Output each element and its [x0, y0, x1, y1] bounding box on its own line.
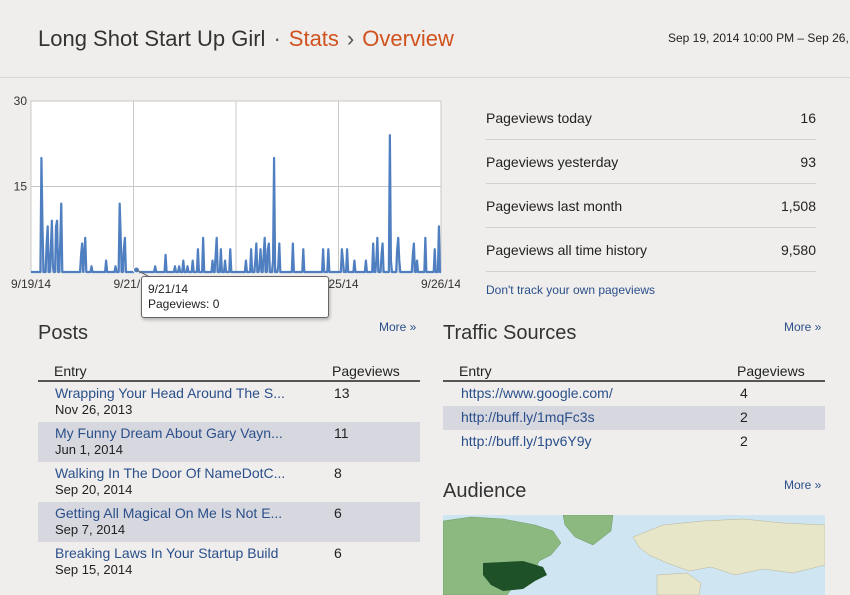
traffic-source-link[interactable]: http://buff.ly/1pv6Y9y	[461, 433, 592, 449]
pageview-stats: Pageviews today 16 Pageviews yesterday 9…	[486, 96, 816, 297]
posts-table-header: Entry Pageviews	[38, 360, 420, 382]
col-pageviews: Pageviews	[332, 363, 400, 379]
stat-value: 16	[800, 110, 816, 126]
tooltip-date: 9/21/14	[148, 282, 189, 296]
map-europe-asia	[632, 518, 825, 576]
stat-row-today: Pageviews today 16	[486, 96, 816, 140]
stat-row-last-month: Pageviews last month 1,508	[486, 184, 816, 228]
date-range: Sep 19, 2014 10:00 PM – Sep 26,	[668, 31, 849, 45]
stat-label: Pageviews last month	[486, 198, 623, 214]
table-row: Walking In The Door Of NameDotC... Sep 2…	[38, 462, 420, 502]
chart-y-tick-label: 15	[14, 180, 28, 194]
post-pageviews: 6	[334, 505, 342, 521]
chart-tooltip-pointer	[136, 269, 149, 277]
audience-world-map[interactable]	[443, 515, 825, 595]
dont-track-link[interactable]: Don't track your own pageviews	[486, 283, 656, 297]
breadcrumb-overview[interactable]: Overview	[362, 26, 454, 51]
table-row: Breaking Laws In Your Startup Build Sep …	[38, 542, 420, 582]
post-date: Sep 7, 2014	[55, 522, 126, 537]
chart-y-tick-label: 30	[14, 94, 28, 108]
map-north-america	[443, 516, 562, 595]
stat-label: Pageviews all time history	[486, 242, 648, 258]
table-row: Wrapping Your Head Around The S... Nov 2…	[38, 382, 420, 422]
post-date: Sep 15, 2014	[55, 562, 133, 577]
post-pageviews: 8	[334, 465, 342, 481]
traffic-table: Entry Pageviews https://www.google.com/ …	[443, 360, 825, 454]
map-usa	[483, 561, 547, 591]
posts-table: Entry Pageviews Wrapping Your Head Aroun…	[38, 360, 420, 582]
breadcrumb: Long Shot Start Up Girl · Stats › Overview	[38, 26, 454, 52]
breadcrumb-arrow: ›	[346, 26, 355, 51]
table-row: http://buff.ly/1pv6Y9y 2	[443, 430, 825, 454]
stat-row-yesterday: Pageviews yesterday 93	[486, 140, 816, 184]
post-link[interactable]: Wrapping Your Head Around The S...	[55, 385, 285, 401]
traffic-source-link[interactable]: https://www.google.com/	[461, 385, 613, 401]
chart-series-line	[30, 134, 442, 274]
traffic-source-link[interactable]: http://buff.ly/1mqFc3s	[461, 409, 595, 425]
stat-label: Pageviews yesterday	[486, 154, 619, 170]
post-link[interactable]: Breaking Laws In Your Startup Build	[55, 545, 279, 561]
traffic-pageviews: 2	[740, 433, 748, 449]
traffic-table-header: Entry Pageviews	[443, 360, 825, 382]
stat-row-all-time: Pageviews all time history 9,580	[486, 228, 816, 272]
chart-tooltip: 9/21/14 Pageviews: 0	[141, 276, 329, 318]
blog-title[interactable]: Long Shot Start Up Girl	[38, 26, 266, 51]
post-pageviews: 11	[334, 425, 349, 441]
posts-title: Posts	[38, 322, 89, 344]
map-greenland	[562, 515, 614, 546]
tooltip-value: Pageviews: 0	[148, 297, 220, 311]
breadcrumb-separator: ·	[273, 26, 281, 51]
traffic-pageviews: 4	[740, 385, 748, 401]
table-row: Getting All Magical On Me Is Not E... Se…	[38, 502, 420, 542]
table-row: http://buff.ly/1mqFc3s 2	[443, 406, 825, 430]
stat-value: 9,580	[780, 242, 816, 258]
stat-label: Pageviews today	[486, 110, 592, 126]
traffic-more-link[interactable]: More »	[784, 320, 822, 334]
chart-x-tick-label: 9/26/14	[421, 277, 460, 291]
table-row: https://www.google.com/ 4	[443, 382, 825, 406]
post-date: Sep 20, 2014	[55, 482, 133, 497]
post-pageviews: 6	[334, 545, 342, 561]
posts-more-link[interactable]: More »	[379, 320, 417, 334]
audience-more-link[interactable]: More »	[784, 478, 822, 492]
map-africa	[656, 572, 702, 595]
header: Long Shot Start Up Girl · Stats › Overview S…	[0, 0, 850, 78]
stat-value: 1,508	[780, 198, 816, 214]
stat-value: 93	[800, 154, 816, 170]
post-date: Jun 1, 2014	[55, 442, 123, 457]
world-map-svg	[443, 515, 825, 595]
post-pageviews: 13	[334, 385, 350, 401]
chart-x-tick-label: 9/19/14	[11, 277, 51, 291]
post-link[interactable]: My Funny Dream About Gary Vayn...	[55, 425, 283, 441]
traffic-pageviews: 2	[740, 409, 748, 425]
col-entry: Entry	[54, 363, 87, 379]
col-pageviews: Pageviews	[737, 363, 805, 379]
post-link[interactable]: Walking In The Door Of NameDotC...	[55, 465, 286, 481]
breadcrumb-stats[interactable]: Stats	[288, 26, 339, 51]
audience-title: Audience	[443, 480, 527, 502]
col-entry: Entry	[459, 363, 492, 379]
post-link[interactable]: Getting All Magical On Me Is Not E...	[55, 505, 283, 521]
post-date: Nov 26, 2013	[55, 402, 133, 417]
table-row: My Funny Dream About Gary Vayn... Jun 1,…	[38, 422, 420, 462]
traffic-sources-title: Traffic Sources	[443, 322, 577, 344]
